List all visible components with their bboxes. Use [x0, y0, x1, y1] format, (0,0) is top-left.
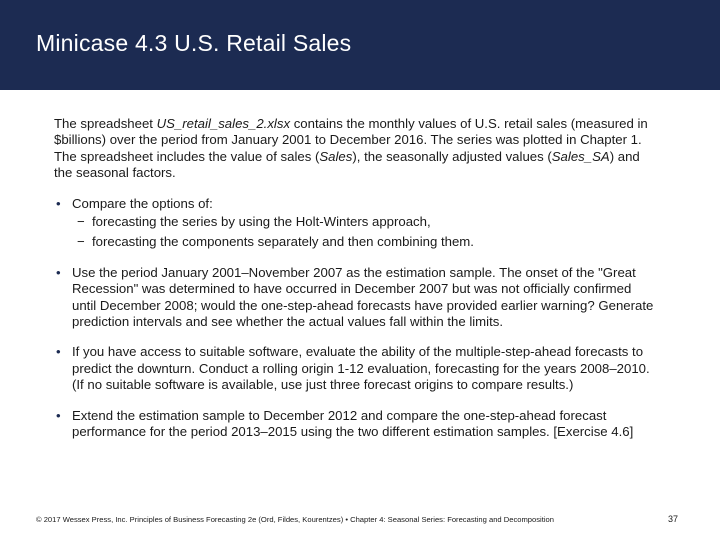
bullet-marker: •	[56, 264, 61, 280]
bullet-marker: •	[56, 195, 61, 211]
bullet-item: • Use the period January 2001–November 2…	[54, 265, 654, 331]
sub-item-text: forecasting the series by using the Holt…	[92, 214, 431, 230]
dash-marker: −	[77, 214, 85, 230]
sub-item: − forecasting the components separately a…	[72, 234, 654, 250]
intro-filename: US_retail_sales_2.xlsx	[156, 116, 291, 131]
sub-item: − forecasting the series by using the Hol…	[72, 214, 654, 230]
bullet-text: If you have access to suitable software,…	[72, 344, 650, 393]
intro-paragraph: The spreadsheet US_retail_sales_2.xlsx c…	[54, 116, 654, 182]
bullet-item: • If you have access to suitable softwar…	[54, 344, 654, 393]
bullet-item: • Extend the estimation sample to Decemb…	[54, 408, 654, 441]
title-bar: Minicase 4.3 U.S. Retail Sales	[0, 0, 720, 90]
intro-text-4: ) and the seasonal factors.	[54, 148, 640, 181]
page-number: 37	[668, 514, 679, 524]
bullet-text: Compare the options of:	[72, 195, 213, 211]
sub-list: − forecasting the series by using the Hol…	[72, 214, 654, 251]
slide-title: Minicase 4.3 U.S. Retail Sales	[36, 30, 352, 56]
intro-var-sales-sa: Sales_SA	[551, 148, 610, 164]
bullet-text: Extend the estimation sample to December…	[72, 407, 634, 440]
bullet-list: • Compare the options of: − forecasting t…	[54, 196, 654, 441]
sub-item-text: forecasting the components separately an…	[92, 234, 474, 250]
dash-marker: −	[77, 234, 85, 250]
footer-copyright: © 2017 Wessex Press, Inc. Principles of …	[36, 515, 554, 524]
slide-body: The spreadsheet US_retail_sales_2.xlsx c…	[54, 116, 654, 455]
bullet-item: • Compare the options of: − forecasting t…	[54, 196, 654, 251]
bullet-marker: •	[56, 344, 61, 360]
intro-text-2: contains the monthly values of U.S. reta…	[54, 116, 648, 164]
intro-text-1: The spreadsheet	[54, 116, 157, 131]
intro-text-3: ), the seasonally adjusted values (	[352, 148, 552, 164]
bullet-text: Use the period January 2001–November 200…	[72, 264, 654, 330]
bullet-marker: •	[56, 407, 61, 423]
intro-var-sales: Sales	[319, 148, 353, 164]
